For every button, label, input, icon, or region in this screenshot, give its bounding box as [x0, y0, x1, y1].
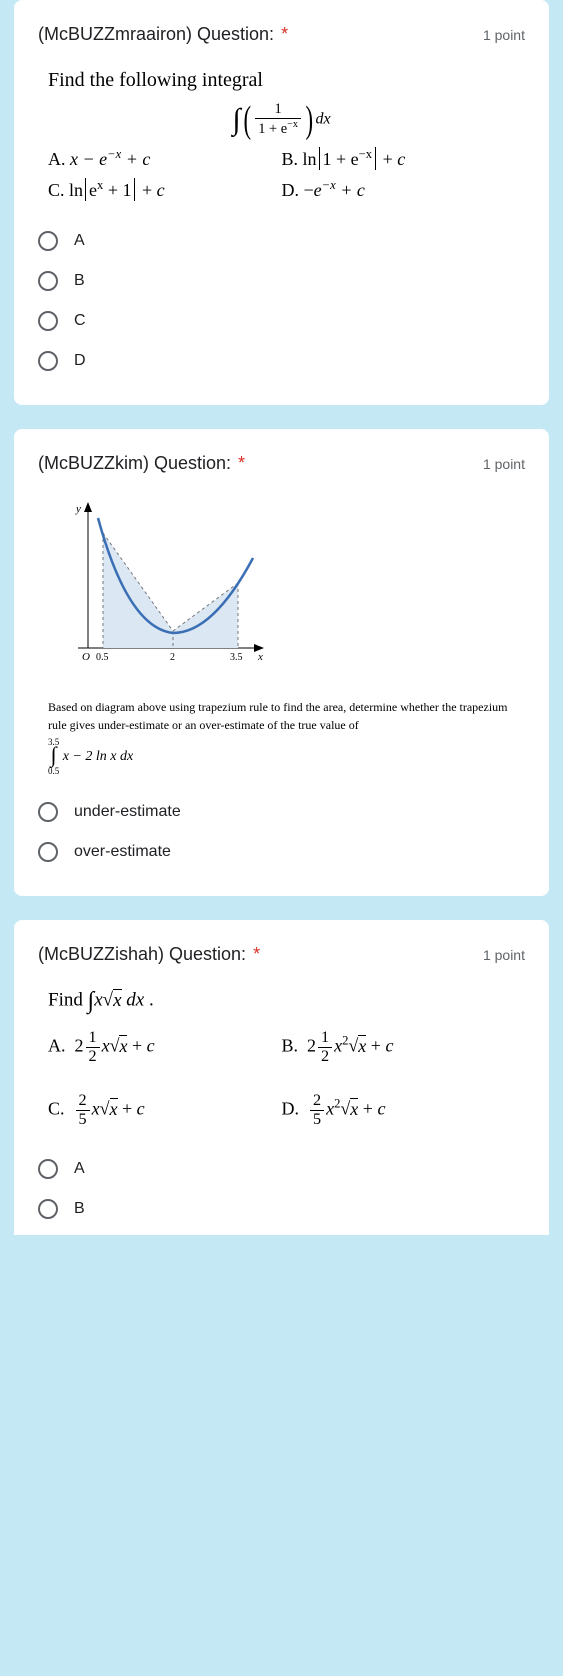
required-asterisk: * — [281, 24, 288, 44]
radio-icon — [38, 231, 58, 251]
choice-b: B. ln1 + e−x + c — [282, 147, 516, 170]
choice-d: D. −e−x + c — [282, 178, 516, 201]
question-prompt: Find the following integral — [48, 69, 525, 92]
question-title: (McBUZZkim) Question: * — [38, 453, 245, 474]
option-b[interactable]: B — [38, 261, 525, 301]
option-label: D — [74, 352, 86, 370]
integral-expression: ∫(11 + e−x)dx — [38, 102, 525, 137]
option-label: over-estimate — [74, 843, 171, 861]
question-header: (McBUZZmraairon) Question: * 1 point — [38, 24, 525, 45]
radio-icon — [38, 311, 58, 331]
question-card-1: (McBUZZmraairon) Question: * 1 point Fin… — [14, 0, 549, 405]
question-title: (McBUZZishah) Question: * — [38, 944, 260, 965]
question-body-text: Based on diagram above using trapezium r… — [48, 698, 515, 734]
required-asterisk: * — [253, 944, 260, 964]
svg-text:y: y — [75, 503, 81, 515]
question-card-2: (McBUZZkim) Question: * 1 point y O — [14, 429, 549, 896]
question-title-text: (McBUZZishah) Question: — [38, 944, 246, 964]
option-b[interactable]: B — [38, 1189, 525, 1229]
question-title-text: (McBUZZkim) Question: — [38, 453, 231, 473]
graph-figure: y O 0.5 2 3.5 x — [58, 498, 268, 678]
choice-c: C. 25x√x + c — [48, 1092, 282, 1129]
integral-small: 3.5 ∫ 0.5 x − 2 ln x dx — [48, 738, 515, 776]
choice-c: C. lnex + 1 + c — [48, 178, 282, 201]
radio-icon — [38, 842, 58, 862]
option-label: A — [74, 1160, 85, 1178]
option-a[interactable]: A — [38, 221, 525, 261]
answer-choices: A. x − e−x + c B. ln1 + e−x + c C. lnex … — [48, 147, 515, 201]
choice-a: A. 212x√x + c — [48, 1029, 282, 1066]
graph-svg: y O 0.5 2 3.5 x — [58, 498, 268, 678]
question-header: (McBUZZkim) Question: * 1 point — [38, 453, 525, 474]
required-asterisk: * — [238, 453, 245, 473]
option-label: B — [74, 1200, 85, 1218]
points-label: 1 point — [483, 27, 525, 43]
points-label: 1 point — [483, 947, 525, 963]
question-header: (McBUZZishah) Question: * 1 point — [38, 944, 525, 965]
question-title: (McBUZZmraairon) Question: * — [38, 24, 288, 45]
option-c[interactable]: C — [38, 301, 525, 341]
svg-text:O: O — [82, 651, 90, 663]
question-title-text: (McBUZZmraairon) Question: — [38, 24, 274, 44]
svg-text:2: 2 — [170, 652, 175, 663]
choice-d: D. 25x2√x + c — [282, 1092, 516, 1129]
answer-choices: A. 212x√x + c B. 212x2√x + c C. 25x√x + … — [48, 1029, 515, 1128]
radio-icon — [38, 351, 58, 371]
svg-text:0.5: 0.5 — [96, 652, 109, 663]
option-label: C — [74, 312, 86, 330]
option-label: under-estimate — [74, 803, 181, 821]
option-over[interactable]: over-estimate — [38, 832, 525, 872]
choice-a: A. x − e−x + c — [48, 147, 282, 170]
radio-icon — [38, 271, 58, 291]
choice-b: B. 212x2√x + c — [282, 1029, 516, 1066]
radio-icon — [38, 802, 58, 822]
radio-icon — [38, 1199, 58, 1219]
question-card-3: (McBUZZishah) Question: * 1 point Find ∫… — [14, 920, 549, 1234]
option-a[interactable]: A — [38, 1149, 525, 1189]
option-d[interactable]: D — [38, 341, 525, 381]
option-label: A — [74, 232, 85, 250]
option-under[interactable]: under-estimate — [38, 792, 525, 832]
radio-icon — [38, 1159, 58, 1179]
question-prompt: Find ∫x√x dx . — [48, 989, 525, 1013]
option-label: B — [74, 272, 85, 290]
svg-text:3.5: 3.5 — [230, 652, 243, 663]
svg-text:x: x — [257, 651, 263, 663]
points-label: 1 point — [483, 456, 525, 472]
